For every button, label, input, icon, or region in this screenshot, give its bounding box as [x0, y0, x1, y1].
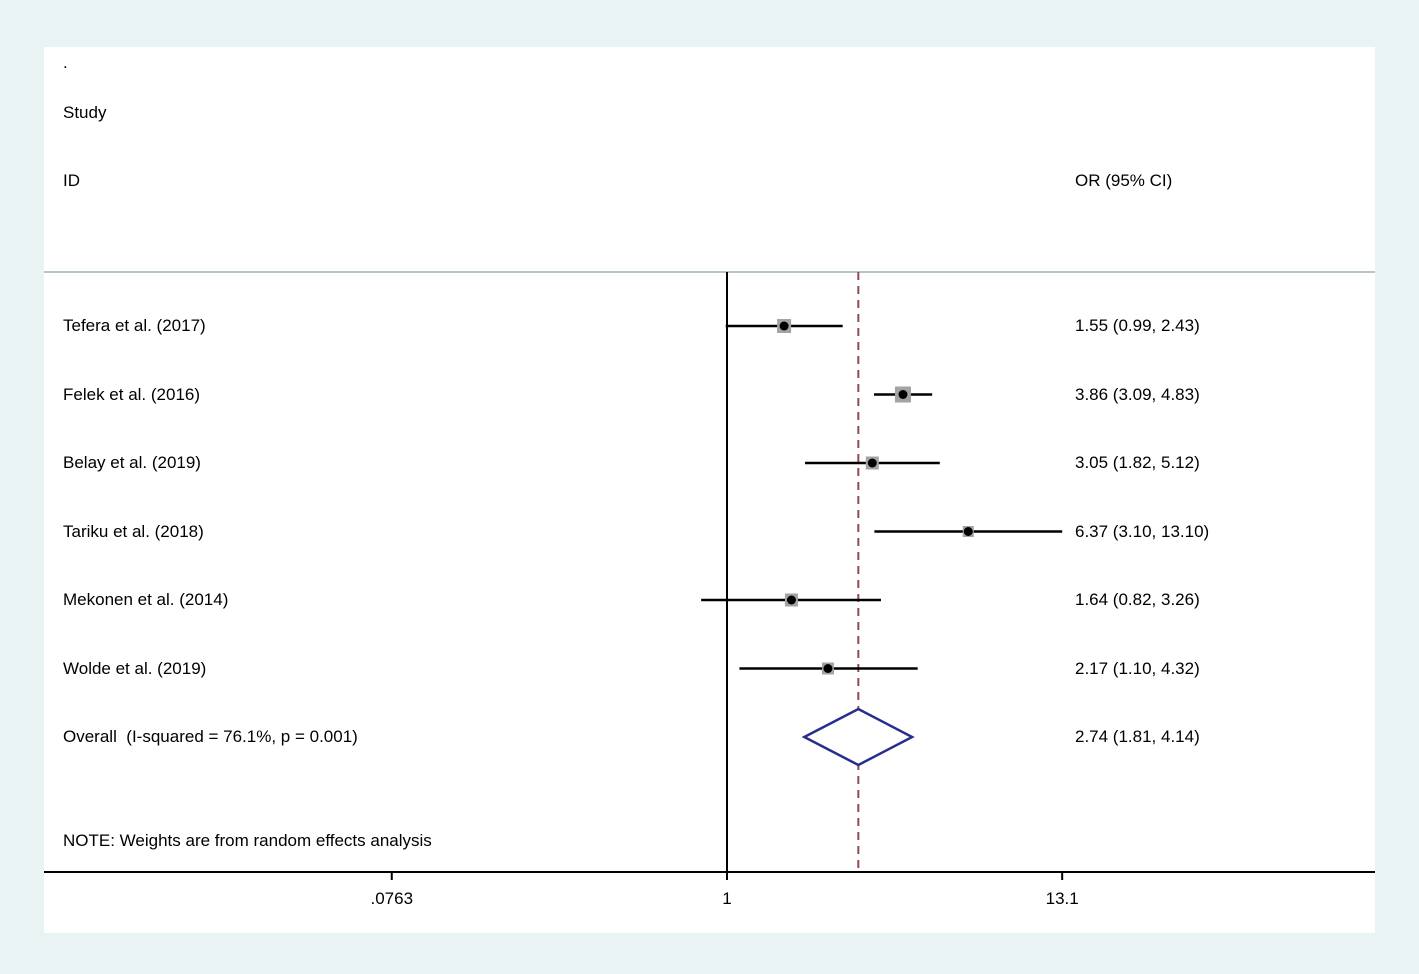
study-or-text: 3.05 (1.82, 5.12) — [1075, 453, 1200, 472]
x-axis-tick-label: .0763 — [370, 889, 414, 908]
note-text: NOTE: Weights are from random effects an… — [63, 831, 432, 850]
header-id: ID — [63, 171, 80, 190]
study-or-text: 1.64 (0.82, 3.26) — [1075, 590, 1200, 609]
x-axis-tick-label: 1 — [722, 889, 732, 908]
overall-label: Overall (I-squared = 76.1%, p = 0.001) — [63, 727, 358, 746]
study-or-text: 6.37 (3.10, 13.10) — [1075, 521, 1210, 541]
study-label: Tariku et al. (2018) — [63, 521, 204, 541]
point-estimate-marker — [867, 458, 877, 468]
header-or-ci: OR (95% CI) — [1075, 171, 1173, 190]
x-axis-tick-label: 13.1 — [1045, 889, 1079, 908]
header-study: Study — [63, 103, 107, 122]
study-or-text: 3.86 (3.09, 4.83) — [1075, 384, 1200, 404]
corner-mark: . — [63, 53, 68, 72]
point-estimate-marker — [963, 527, 973, 536]
study-label: Mekonen et al. (2014) — [63, 590, 229, 609]
point-estimate-marker — [786, 595, 796, 605]
point-estimate-marker — [898, 390, 908, 399]
point-estimate-marker — [779, 321, 789, 331]
forest-chart-svg — [44, 271, 1375, 880]
overall-diamond — [801, 707, 915, 767]
study-label: Belay et al. (2019) — [63, 453, 201, 472]
study-label: Wolde et al. (2019) — [63, 658, 207, 678]
point-estimate-marker — [823, 664, 833, 673]
overall-or-text: 2.74 (1.81, 4.14) — [1075, 727, 1200, 746]
study-label: Tefera et al. (2017) — [63, 316, 206, 335]
study-label: Felek et al. (2016) — [63, 384, 201, 404]
plot-area: . Study ID OR (95% CI) NOTE: Weights are… — [44, 47, 1375, 933]
study-or-text: 1.55 (0.99, 2.43) — [1075, 316, 1200, 335]
study-or-text: 2.17 (1.10, 4.32) — [1075, 658, 1200, 678]
